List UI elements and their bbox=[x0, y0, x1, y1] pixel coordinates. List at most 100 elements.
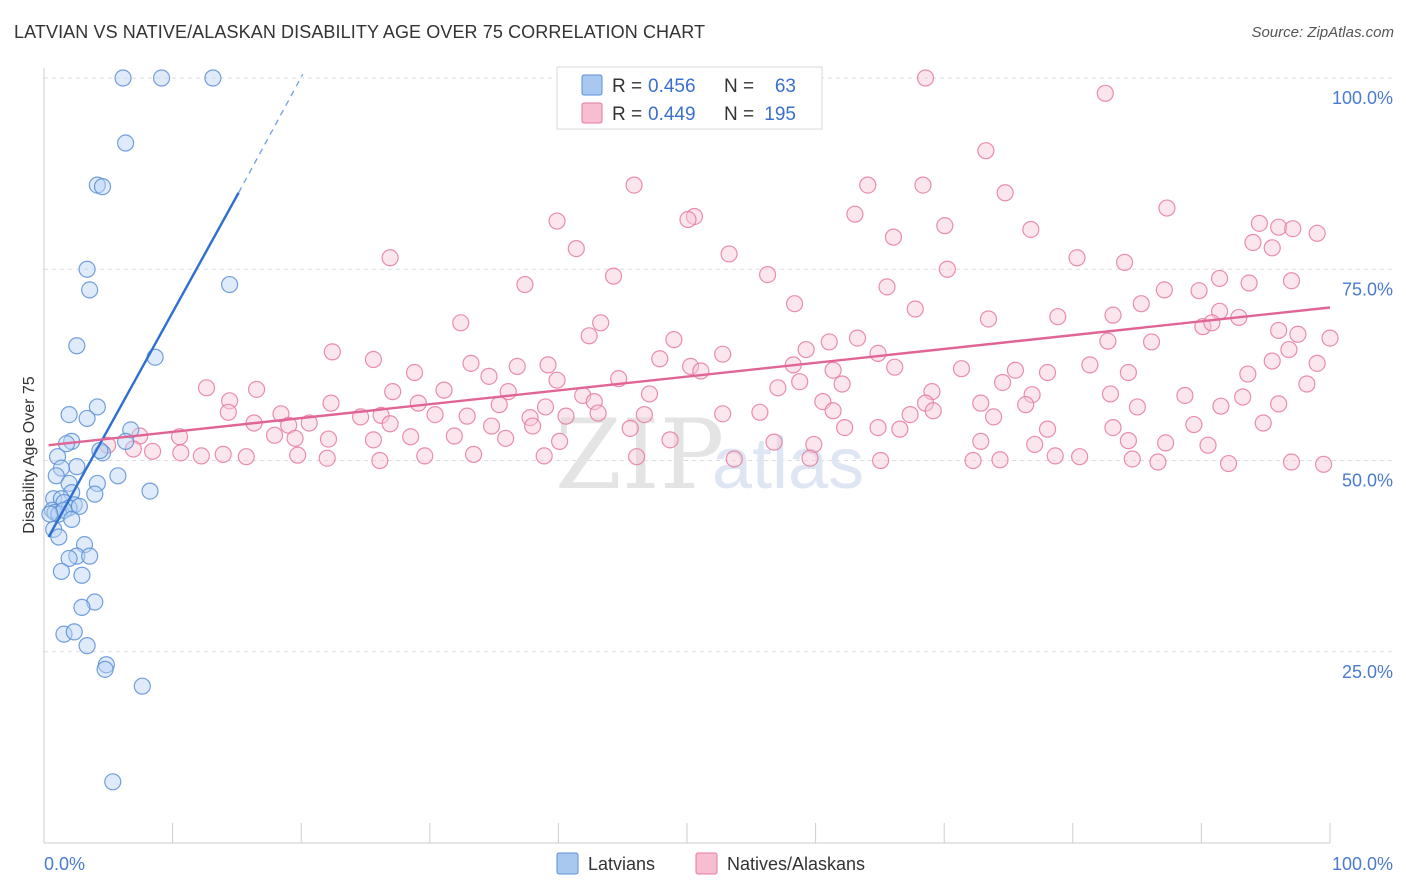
natives-point bbox=[848, 329, 867, 347]
latvians-point bbox=[93, 178, 112, 196]
natives-point bbox=[548, 212, 566, 230]
natives-point bbox=[1254, 414, 1272, 432]
latvians-point bbox=[63, 510, 81, 529]
natives-point bbox=[972, 394, 990, 412]
natives-point bbox=[878, 278, 896, 296]
natives-point bbox=[197, 379, 216, 397]
natives-point bbox=[651, 350, 669, 368]
natives-point bbox=[751, 403, 769, 421]
bottom-legend-swatch-latvians bbox=[556, 852, 579, 875]
legend-n-value-latvians: 63 bbox=[775, 76, 796, 97]
latvians-point bbox=[152, 69, 171, 87]
natives-point bbox=[833, 375, 851, 393]
natives-point bbox=[1157, 434, 1175, 452]
natives-point bbox=[984, 408, 1003, 426]
natives-point bbox=[318, 449, 336, 467]
watermark-atlas: atlas bbox=[712, 424, 864, 504]
trend-line-latvians bbox=[47, 192, 240, 538]
chart-title: LATVIAN VS NATIVE/ALASKAN DISABILITY AGE… bbox=[14, 22, 706, 42]
natives-point bbox=[1115, 253, 1134, 271]
bottom-legend-latvians: Latvians bbox=[588, 854, 655, 874]
natives-point bbox=[765, 433, 783, 451]
natives-point bbox=[805, 435, 823, 454]
natives-point bbox=[381, 249, 399, 267]
natives-point bbox=[714, 345, 732, 363]
natives-point bbox=[1038, 363, 1057, 382]
natives-point bbox=[640, 385, 659, 403]
legend-r-value-natives: 0.449 bbox=[648, 104, 696, 125]
natives-point bbox=[1119, 432, 1138, 450]
natives-point bbox=[846, 205, 864, 223]
natives-point bbox=[1210, 269, 1229, 288]
natives-point bbox=[884, 228, 903, 246]
natives-point bbox=[1017, 396, 1035, 414]
legend-n-label-natives: N = bbox=[724, 104, 754, 125]
natives-point bbox=[1185, 415, 1203, 434]
natives-point bbox=[435, 381, 453, 399]
natives-point bbox=[1022, 220, 1040, 239]
y-tick-label: 25.0% bbox=[1342, 662, 1393, 682]
natives-point bbox=[364, 431, 383, 449]
natives-point bbox=[536, 398, 555, 416]
natives-point bbox=[628, 448, 646, 466]
natives-point bbox=[592, 314, 610, 332]
legend-swatch-natives bbox=[581, 102, 603, 124]
natives-point bbox=[1263, 352, 1281, 370]
legend-swatch-latvians bbox=[581, 74, 603, 96]
natives-point bbox=[1132, 295, 1150, 313]
natives-point bbox=[991, 451, 1009, 469]
latvians-point bbox=[78, 260, 96, 278]
latvians-point bbox=[86, 593, 104, 611]
natives-point bbox=[1308, 354, 1326, 372]
natives-point bbox=[416, 447, 434, 465]
natives-point bbox=[1314, 455, 1333, 473]
natives-point bbox=[548, 371, 566, 389]
natives-point bbox=[535, 447, 553, 465]
latvians-point bbox=[68, 458, 86, 476]
natives-point bbox=[785, 295, 804, 313]
natives-point bbox=[516, 275, 534, 294]
trend-line-latvians-extension bbox=[237, 73, 304, 194]
natives-point bbox=[1282, 453, 1301, 471]
natives-point bbox=[977, 142, 995, 160]
natives-point bbox=[916, 69, 935, 87]
natives-point bbox=[1149, 453, 1167, 471]
natives-point bbox=[859, 176, 877, 194]
latvians-point bbox=[221, 275, 239, 294]
natives-point bbox=[323, 343, 341, 361]
latvians-point bbox=[81, 281, 99, 299]
natives-point bbox=[364, 350, 383, 369]
x-tick-label-min: 0.0% bbox=[44, 854, 85, 874]
natives-point bbox=[300, 414, 318, 432]
latvians-point bbox=[78, 409, 96, 428]
natives-point bbox=[384, 383, 402, 401]
natives-point bbox=[143, 442, 162, 460]
natives-point bbox=[681, 357, 700, 376]
latvians-point bbox=[41, 505, 59, 523]
y-tick-label: 100.0% bbox=[1332, 88, 1393, 108]
x-tick-labels: 0.0% 100.0% bbox=[44, 854, 1393, 874]
natives-point bbox=[402, 428, 420, 446]
natives-point bbox=[979, 310, 998, 328]
latvians-point bbox=[60, 406, 78, 424]
natives-point bbox=[1038, 420, 1057, 438]
latvians-point bbox=[73, 598, 91, 616]
watermark-zip: ZIP bbox=[555, 399, 724, 511]
bottom-legend-swatch-natives bbox=[695, 852, 718, 875]
natives-point bbox=[247, 380, 266, 398]
natives-point bbox=[1155, 281, 1173, 299]
natives-point bbox=[901, 406, 919, 424]
natives-point bbox=[1026, 435, 1044, 454]
series-natives-alaskans bbox=[99, 69, 1339, 473]
natives-point bbox=[550, 432, 569, 450]
bottom-legend: Latvians Natives/Alaskans bbox=[556, 852, 865, 875]
natives-point bbox=[1104, 419, 1122, 437]
y-axis-title: Disability Age Over 75 bbox=[21, 376, 38, 534]
y-tick-label: 50.0% bbox=[1342, 471, 1393, 491]
natives-point bbox=[265, 426, 284, 444]
natives-point bbox=[635, 406, 653, 424]
natives-point bbox=[972, 432, 990, 450]
natives-point bbox=[952, 360, 971, 378]
natives-point bbox=[1096, 84, 1114, 102]
natives-point bbox=[214, 445, 232, 463]
